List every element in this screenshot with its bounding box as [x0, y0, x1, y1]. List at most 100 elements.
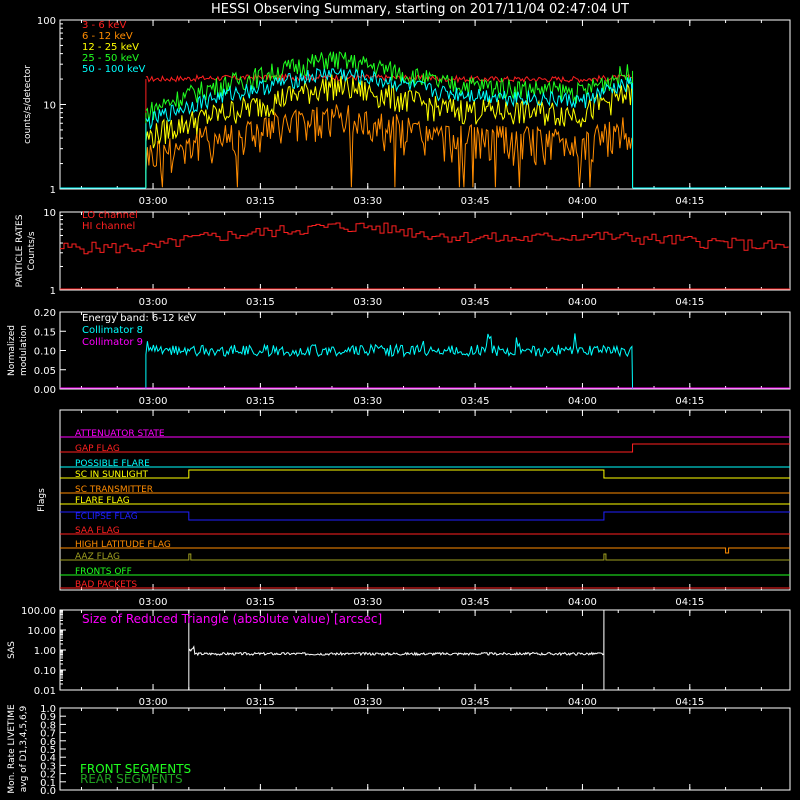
- y-tick-label: 1.00: [34, 646, 56, 657]
- y-axis-label: SAS: [7, 641, 17, 659]
- flag-label: ATTENUATOR STATE: [75, 429, 165, 439]
- y-tick-label: 0.10: [34, 347, 56, 358]
- y-tick-label: 100.00: [21, 606, 56, 617]
- legend-entry: Collimator 8: [82, 325, 143, 336]
- panel-frame-3: [59, 409, 791, 591]
- sas-series-line: [188, 609, 605, 690]
- y-tick-label: 0.8: [40, 720, 56, 731]
- time-tick-label: 04:15: [675, 597, 704, 608]
- y-tick-label: 0.01: [34, 686, 56, 697]
- y-tick-label: 0.00: [34, 385, 56, 396]
- time-tick-label: 03:30: [353, 697, 382, 708]
- time-tick-label: 03:30: [353, 196, 382, 207]
- y-tick-label: 0.5: [40, 745, 56, 756]
- y-tick-label: 0.05: [34, 366, 56, 377]
- time-tick-label: 03:00: [139, 196, 168, 207]
- flag-label: GAP FLAG: [75, 444, 120, 454]
- legend-entry: 25 - 50 keV: [82, 53, 139, 64]
- y-tick-label: 10: [43, 208, 56, 219]
- y-tick-label: 1.0: [40, 704, 56, 715]
- y-tick-label: 0.15: [34, 327, 56, 338]
- time-tick-label: 03:45: [461, 597, 490, 608]
- time-tick-label: 03:15: [246, 597, 275, 608]
- lo-channel-line: [60, 222, 789, 255]
- y-tick-label: 10: [43, 101, 56, 112]
- flag-line: [60, 511, 790, 521]
- time-tick-label: 03:45: [461, 396, 490, 407]
- time-tick-label: 03:15: [246, 697, 275, 708]
- time-tick-label: 03:00: [139, 697, 168, 708]
- series-line-1: [145, 104, 633, 188]
- legend-entry: 50 - 100 keV: [82, 64, 146, 75]
- flag-label: SC IN SUNLIGHT: [75, 470, 149, 480]
- y-tick-label: 0.7: [40, 729, 56, 740]
- time-tick-label: 03:00: [139, 297, 168, 308]
- energy-band-annotation: Energy band: 6-12 keV: [82, 313, 196, 324]
- y-tick-label: 1: [50, 286, 56, 297]
- flag-label: SC TRANSMITTER: [75, 485, 153, 495]
- flag-label: FRONTS OFF: [75, 567, 132, 577]
- time-tick-label: 04:15: [675, 396, 704, 407]
- y-tick-label: 1: [50, 185, 56, 196]
- time-tick-label: 03:45: [461, 697, 490, 708]
- y-tick-label: 0.6: [40, 737, 56, 748]
- panel-frame-1: [59, 211, 791, 291]
- y-axis-label: Flags: [37, 488, 47, 512]
- time-tick-label: 04:15: [675, 196, 704, 207]
- time-tick-label: 03:30: [353, 396, 382, 407]
- y-tick-label: 10.00: [27, 626, 56, 637]
- y-tick-label: 0.10: [34, 666, 56, 677]
- time-tick-label: 04:00: [568, 597, 597, 608]
- y-axis-label: avg of D1,3,4,5,6,9: [19, 705, 29, 792]
- y-tick-label: 100: [37, 16, 56, 27]
- time-tick-label: 03:45: [461, 297, 490, 308]
- y-axis-label: Counts/s: [27, 231, 37, 270]
- time-tick-label: 03:45: [461, 196, 490, 207]
- legend-entry: 12 - 25 keV: [82, 42, 139, 53]
- flag-label: ECLIPSE FLAG: [75, 512, 138, 522]
- time-tick-label: 03:15: [246, 396, 275, 407]
- time-tick-label: 03:15: [246, 297, 275, 308]
- flag-line: [60, 469, 790, 479]
- chart-title: HESSI Observing Summary, starting on 201…: [211, 2, 629, 17]
- legend-entry: FRONT SEGMENTS: [80, 762, 191, 776]
- time-tick-label: 03:15: [246, 196, 275, 207]
- legend-entry: 6 - 12 keV: [82, 31, 133, 42]
- sas-annotation: Size of Reduced Triangle (absolute value…: [82, 612, 382, 626]
- flag-line: [60, 443, 790, 453]
- legend-entry: REAR SEGMENTS: [80, 772, 183, 786]
- time-tick-label: 04:00: [568, 297, 597, 308]
- flag-label: BAD PACKETS: [75, 580, 137, 590]
- time-tick-label: 04:00: [568, 396, 597, 407]
- flag-label: POSSIBLE FLARE: [75, 459, 150, 469]
- collimator-8-line: [145, 333, 634, 390]
- time-tick-label: 04:00: [568, 196, 597, 207]
- y-axis-label: Normalized: [7, 325, 17, 376]
- y-axis-label: counts/s/detector: [23, 65, 33, 144]
- legend-entry: 3 - 6 keV: [82, 20, 126, 31]
- flag-label: FLARE FLAG: [75, 496, 130, 506]
- y-tick-label: 0.0: [40, 786, 56, 797]
- flag-label: SAA FLAG: [75, 526, 120, 536]
- flag-line: [60, 553, 790, 561]
- series-line-4: [145, 67, 633, 130]
- flag-label: AAZ FLAG: [75, 552, 120, 562]
- y-tick-label: 0.1: [40, 778, 56, 789]
- y-axis-label: modulation: [19, 325, 29, 376]
- time-tick-label: 04:15: [675, 297, 704, 308]
- y-tick-label: 0.20: [34, 308, 56, 319]
- series-line-0: [145, 72, 633, 84]
- y-tick-label: 0.3: [40, 761, 56, 772]
- flag-line: [60, 547, 790, 554]
- y-tick-label: 0.9: [40, 712, 56, 723]
- legend-entry: LO channel: [82, 210, 138, 221]
- y-axis-label: Mon. Rate LIVETIME: [7, 704, 17, 794]
- y-axis-label: PARTICLE RATES: [15, 214, 25, 287]
- time-tick-label: 03:30: [353, 597, 382, 608]
- y-tick-label: 0.4: [40, 753, 56, 764]
- time-tick-label: 03:00: [139, 396, 168, 407]
- legend-entry: Collimator 9: [82, 337, 143, 348]
- series-line-2: [145, 74, 633, 149]
- time-tick-label: 04:00: [568, 697, 597, 708]
